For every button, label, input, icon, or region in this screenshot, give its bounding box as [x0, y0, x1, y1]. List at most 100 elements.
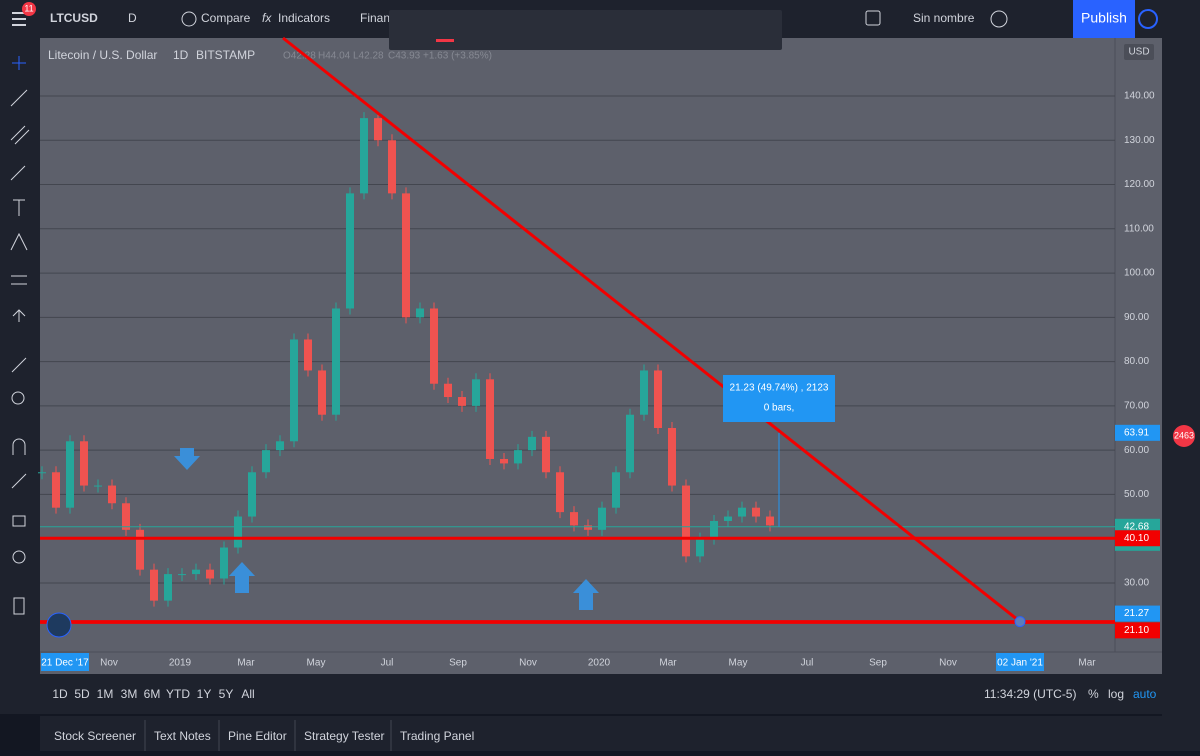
candle	[738, 507, 746, 517]
candle	[220, 547, 228, 579]
tab[interactable]: Strategy Tester	[304, 729, 384, 743]
fx-icon: fx	[262, 11, 272, 25]
tool-icons[interactable]	[10, 56, 30, 615]
range-button[interactable]: 1Y	[197, 687, 212, 701]
range-button[interactable]: YTD	[166, 687, 190, 701]
log-toggle[interactable]: log	[1108, 687, 1124, 701]
candle	[150, 569, 158, 601]
candle	[752, 507, 760, 517]
candle	[542, 436, 550, 473]
x-tick-label: Mar	[1078, 658, 1096, 669]
candle	[612, 472, 620, 508]
y-tick-label: 70.00	[1124, 401, 1149, 412]
x-tick-label: Jul	[801, 658, 814, 669]
candle	[374, 118, 382, 141]
replay-button[interactable]	[1138, 9, 1158, 29]
arrow-down	[174, 448, 200, 470]
y-tick-label: 30.00	[1124, 578, 1149, 589]
candle	[388, 140, 396, 194]
tabs-bar	[40, 716, 1162, 751]
color-swatch[interactable]	[436, 39, 454, 42]
x-tick-label: Mar	[659, 658, 677, 669]
candle	[108, 485, 116, 504]
candle	[318, 370, 326, 415]
percent-toggle[interactable]: %	[1088, 687, 1099, 701]
x-tick-label: 02 Jan '21	[997, 658, 1043, 669]
legend-close: C43.93	[388, 51, 421, 62]
trendline	[282, 36, 1021, 623]
candle	[248, 472, 256, 517]
level-label: 40.10	[1124, 533, 1149, 544]
candle	[164, 574, 172, 601]
compare-icon	[181, 11, 197, 27]
tab[interactable]: Trading Panel	[400, 729, 474, 743]
candle	[402, 193, 410, 318]
candle	[346, 193, 354, 309]
y-tick-label: 80.00	[1124, 356, 1149, 367]
currency: USD	[1128, 47, 1149, 58]
left-toolbar	[0, 38, 40, 714]
drawing-toolbar	[389, 10, 782, 50]
level-label-box	[1115, 530, 1160, 547]
tab[interactable]: Stock Screener	[54, 729, 136, 743]
arrow-up	[229, 562, 255, 593]
candle	[304, 339, 312, 371]
financials[interactable]: Financ	[360, 11, 396, 25]
x-tick-label: Sep	[869, 658, 887, 669]
publish-label: Publish	[1081, 10, 1127, 26]
time-label-box	[41, 653, 89, 671]
range-button[interactable]: 5Y	[219, 687, 234, 701]
range-button[interactable]: All	[241, 687, 254, 701]
legend-interval: 1D	[173, 48, 189, 62]
candle	[290, 339, 298, 442]
range-button[interactable]: 1D	[52, 687, 68, 701]
sidebar-badge-bg	[1173, 425, 1195, 447]
tooltip-text: 0 bars,	[764, 403, 795, 414]
legend-open: O42.28	[283, 51, 316, 62]
x-tick-label: 2019	[169, 658, 192, 669]
range-button[interactable]: 3M	[121, 687, 138, 701]
trendline-handle[interactable]	[1014, 616, 1026, 628]
level-label: 21.27	[1124, 608, 1149, 619]
candle	[584, 525, 592, 530]
range-button[interactable]: 1M	[97, 687, 114, 701]
compare[interactable]: Compare	[201, 11, 251, 25]
interval[interactable]: D	[128, 11, 137, 25]
symbol[interactable]: LTCUSD	[50, 11, 98, 25]
range-button[interactable]: 5D	[74, 687, 90, 701]
candle	[136, 529, 144, 570]
x-tick-label: Nov	[100, 658, 118, 669]
candle	[724, 516, 732, 521]
range-button[interactable]: 6M	[144, 687, 161, 701]
tooltip-text: 21.23 (49.74%) , 2123	[730, 383, 829, 394]
candle	[654, 370, 662, 429]
x-tick-label: 21 Dec '17	[41, 658, 89, 669]
tab[interactable]: Text Notes	[154, 729, 211, 743]
x-tick-label: Nov	[519, 658, 537, 669]
arrow-up	[573, 579, 599, 610]
indicators[interactable]: Indicators	[278, 11, 330, 25]
settings-icon[interactable]	[990, 10, 1008, 28]
y-tick-label: 110.00	[1124, 223, 1154, 234]
level-label-box	[1115, 622, 1160, 639]
legend-high: H44.04	[318, 51, 351, 62]
publish-button[interactable]	[1073, 0, 1135, 38]
price-label: 63.91	[1124, 427, 1149, 438]
y-tick-label: 120.00	[1124, 179, 1155, 190]
x-tick-label: 2020	[588, 658, 611, 669]
bottom-bar	[40, 674, 1162, 714]
right-sidebar	[1162, 0, 1200, 751]
tab[interactable]: Pine Editor	[228, 729, 287, 743]
logo	[46, 612, 72, 638]
candle	[192, 569, 200, 575]
candle	[38, 472, 46, 474]
candle	[458, 397, 466, 406]
price-label-box	[1115, 424, 1160, 441]
auto-toggle[interactable]: auto	[1133, 687, 1157, 701]
candle	[766, 516, 774, 526]
badge	[22, 2, 36, 16]
checkbox[interactable]	[865, 10, 881, 26]
layout-name[interactable]: Sin nombre	[913, 11, 975, 25]
